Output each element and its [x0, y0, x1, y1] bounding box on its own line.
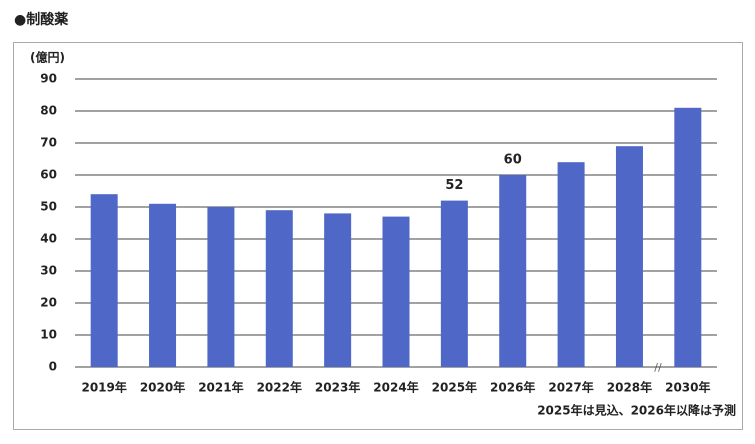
value-label: 60: [504, 153, 522, 168]
bar: [499, 175, 527, 367]
bar: [265, 210, 293, 367]
value-label-bg: [438, 175, 471, 196]
x-tick-label: 2023年: [315, 380, 360, 395]
value-label: 52: [445, 178, 463, 193]
bar: [207, 207, 235, 367]
chart-frame: [13, 42, 743, 430]
x-tick-label: 2022年: [257, 380, 302, 395]
y-axis-label: (億円): [30, 50, 65, 65]
bar: [90, 194, 118, 367]
bar: [557, 162, 585, 367]
value-label-bg: [496, 150, 529, 170]
bar: [674, 107, 702, 368]
bar: [615, 146, 643, 367]
x-tick-label: 2020年: [140, 380, 185, 395]
x-tick-label: 2025年: [432, 380, 477, 395]
x-tick-label: 2024年: [373, 380, 418, 395]
bar: [382, 216, 410, 367]
y-tick-label: 70: [40, 136, 57, 150]
x-tick-label: 2028年: [607, 380, 652, 395]
y-tick-label: 40: [40, 232, 57, 246]
x-tick-label: 2026年: [490, 380, 535, 395]
y-tick-label: 10: [40, 328, 57, 342]
chart-title: ●制酸薬: [14, 11, 68, 28]
bar: [149, 203, 177, 367]
y-tick-label: 60: [40, 168, 57, 182]
y-tick-label: 80: [40, 104, 57, 118]
bar: [440, 200, 468, 367]
y-tick-label: 50: [40, 200, 57, 214]
y-tick-label: 20: [40, 296, 57, 310]
bar: [324, 213, 352, 367]
x-tick-label: 2030年: [665, 380, 710, 395]
y-tick-label: 0: [49, 360, 57, 374]
x-tick-label: 2027年: [548, 380, 593, 395]
x-tick-label: 2021年: [198, 380, 243, 395]
y-tick-label: 30: [40, 264, 57, 278]
x-tick-label: 2019年: [81, 380, 126, 395]
y-tick-label: 90: [40, 72, 57, 86]
note: 2025年は見込、2026年以降は予測: [537, 403, 736, 418]
